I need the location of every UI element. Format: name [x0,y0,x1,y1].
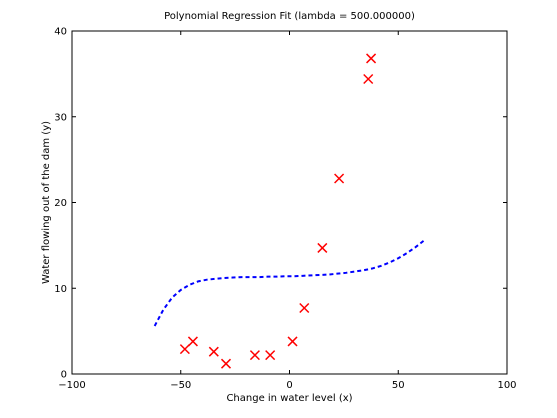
x-tick-label: 100 [497,380,516,391]
data-point-stroke [317,242,328,253]
data-point [363,73,374,85]
data-point [179,344,190,355]
x-tick-label: 0 [286,380,292,391]
y-tick-label: 30 [54,112,67,123]
data-point-stroke [265,350,276,361]
y-tick-label: 0 [61,370,67,381]
x-tick-label: 50 [392,380,405,391]
data-point [299,302,310,314]
chart-title: Polynomial Regression Fit (lambda = 500.… [164,11,415,22]
fit-line [153,239,425,327]
data-point [249,350,260,361]
data-point-stroke [208,346,219,357]
y-tick-label: 10 [54,284,67,295]
data-point [187,336,198,347]
x-tick-label: −100 [58,380,85,391]
data-point-stroke [334,173,345,184]
x-tick-label: −50 [170,380,191,391]
data-point [220,358,232,369]
data-point-stroke [287,336,298,347]
chart-marks [153,53,425,369]
plot-area-background [72,31,507,374]
data-point [265,350,276,361]
data-point [366,53,377,64]
data-point-stroke [179,344,190,355]
data-point-stroke [366,53,377,64]
data-point [208,346,219,357]
y-tick-label: 40 [54,27,67,38]
data-point [334,173,345,184]
y-axis-label: Water flowing out of the dam (y) [41,121,52,284]
data-point-stroke [249,350,260,361]
data-point [287,336,298,347]
y-tick-label: 20 [54,198,67,209]
data-point-stroke [220,358,232,369]
data-point-stroke [187,336,198,347]
x-axis-label: Change in water level (x) [226,393,352,404]
data-point-stroke [299,302,310,314]
data-point-stroke [363,73,374,85]
axis-ticks: −100 −50 0 50 100 0 10 20 30 40 [54,27,516,392]
data-point [317,242,328,253]
